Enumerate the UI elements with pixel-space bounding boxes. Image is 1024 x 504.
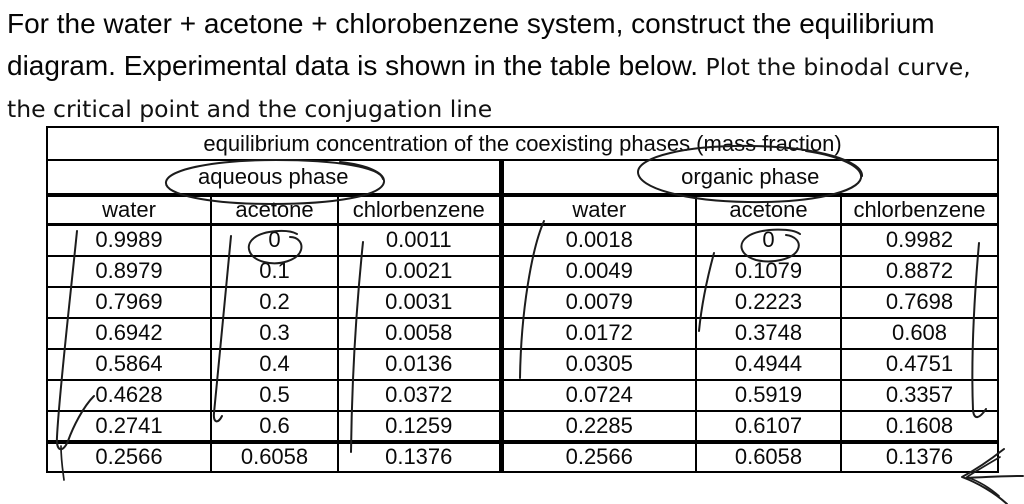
phase-header-row: aqueous phase organic phase — [46, 159, 999, 197]
table-cell: 0.0136 — [337, 347, 504, 381]
table-cell: 0.7698 — [840, 285, 999, 319]
table-cell: 0.2285 — [500, 409, 697, 444]
col-header-aq-chlorbenzene: chlorbenzene — [337, 194, 504, 226]
table-cell: 0.0058 — [337, 316, 504, 350]
table-cell: 0.4 — [210, 347, 339, 381]
table-cell: 0.6942 — [46, 316, 212, 350]
table-cell: 0.0049 — [500, 254, 697, 288]
table-cell: 0.0079 — [500, 285, 697, 319]
table-cell: 0.0172 — [500, 316, 697, 350]
table-cell: 0.9982 — [840, 223, 999, 257]
table-cell: 0.608 — [840, 316, 999, 350]
table-cell: 0.0724 — [500, 378, 697, 412]
table-cell: 0.5919 — [695, 378, 842, 412]
task-line-3: the critical point and the conjugation l… — [7, 89, 1021, 131]
table-cell: 0.6107 — [695, 409, 842, 444]
table-cell: 0.1 — [210, 254, 339, 288]
table-cell: 0.2566 — [500, 440, 697, 473]
table-cell: 0.6 — [210, 409, 339, 444]
table-cell: 0.4944 — [695, 347, 842, 381]
table-cell: 0.2741 — [46, 409, 212, 444]
table-cell: 0.2 — [210, 285, 339, 319]
table-cell: 0.6058 — [210, 440, 339, 473]
table-cell: 0.0021 — [337, 254, 504, 288]
table-cell: 0.5864 — [46, 347, 212, 381]
table-cell: 0 — [210, 223, 339, 257]
table-cell: 0.3 — [210, 316, 339, 350]
col-header-aq-acetone: acetone — [210, 194, 339, 226]
table-row: 0.2741 0.6 0.1259 0.2285 0.6107 0.1608 — [46, 409, 999, 444]
table-cell: 0.6058 — [695, 440, 842, 473]
task-statement: For the water + acetone + chlorobenzene … — [7, 5, 1021, 131]
table-row: 0.4628 0.5 0.0372 0.0724 0.5919 0.3357 — [46, 378, 999, 412]
table-cell: 0 — [695, 223, 842, 257]
organic-phase-header: organic phase — [500, 159, 999, 197]
task-text-secondary: Plot the binodal curve, — [698, 53, 971, 81]
table-cell: 0.0031 — [337, 285, 504, 319]
table-row: 0.9989 0 0.0011 0.0018 0 0.9982 — [46, 223, 999, 257]
table-cell: 0.3357 — [840, 378, 999, 412]
table-cell: 0.2223 — [695, 285, 842, 319]
table-cell: 0.0372 — [337, 378, 504, 412]
task-text-main: For the water + acetone + chlorobenzene … — [7, 8, 935, 39]
table-cell: 0.0305 — [500, 347, 697, 381]
aqueous-phase-header: aqueous phase — [46, 159, 504, 197]
col-header-org-water: water — [500, 194, 697, 226]
table-cell: 0.5 — [210, 378, 339, 412]
col-header-org-acetone: acetone — [695, 194, 842, 226]
table-cell: 0.3748 — [695, 316, 842, 350]
table-cell: 0.2566 — [46, 440, 212, 473]
task-text-secondary: the critical point and the conjugation l… — [7, 95, 493, 123]
task-text-main: diagram. Experimental data is shown in t… — [7, 50, 699, 81]
table-row: 0.8979 0.1 0.0021 0.0049 0.1079 0.8872 — [46, 254, 999, 288]
table-title: equilibrium concentration of the coexist… — [46, 126, 999, 161]
table-cell: 0.9989 — [46, 223, 212, 257]
table-title-row: equilibrium concentration of the coexist… — [46, 126, 999, 161]
table-cell: 0.1376 — [840, 440, 999, 473]
col-header-aq-water: water — [46, 194, 212, 226]
table-cell: 0.8979 — [46, 254, 212, 288]
table-cell: 0.8872 — [840, 254, 999, 288]
task-line-2: diagram. Experimental data is shown in t… — [7, 47, 1021, 89]
column-header-row: water acetone chlorbenzene water acetone… — [46, 194, 999, 226]
equilibrium-data-table: equilibrium concentration of the coexist… — [46, 126, 999, 473]
table-cell: 0.1259 — [337, 409, 504, 444]
table-row: 0.7969 0.2 0.0031 0.0079 0.2223 0.7698 — [46, 285, 999, 319]
table-row: 0.5864 0.4 0.0136 0.0305 0.4944 0.4751 — [46, 347, 999, 381]
col-header-org-chlorbenzene: chlorbenzene — [840, 194, 999, 226]
table-cell: 0.1608 — [840, 409, 999, 444]
table-cell: 0.1376 — [337, 440, 504, 473]
arrow-annotation-tail — [965, 475, 1024, 479]
table-cell: 0.0018 — [500, 223, 697, 257]
table-cell: 0.4751 — [840, 347, 999, 381]
table-cell: 0.1079 — [695, 254, 842, 288]
table-cell: 0.7969 — [46, 285, 212, 319]
table-row: 0.6942 0.3 0.0058 0.0172 0.3748 0.608 — [46, 316, 999, 350]
task-line-1: For the water + acetone + chlorobenzene … — [7, 5, 1021, 47]
table-cell: 0.0011 — [337, 223, 504, 257]
table-row: 0.2566 0.6058 0.1376 0.2566 0.6058 0.137… — [46, 440, 999, 473]
table-cell: 0.4628 — [46, 378, 212, 412]
